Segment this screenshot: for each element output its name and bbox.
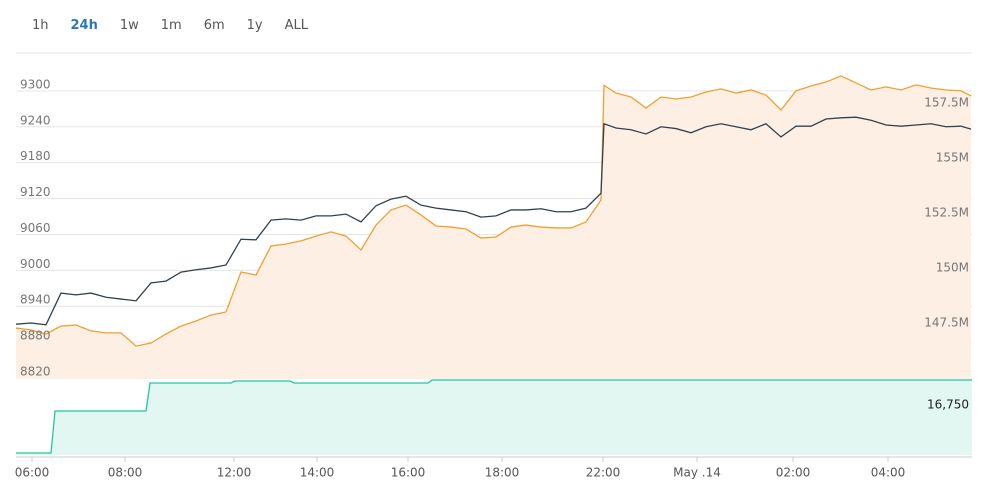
range-button[interactable]: 1h	[32, 18, 49, 33]
y-tick-label: 8940	[20, 293, 51, 307]
x-tick-label: 18:00	[485, 466, 520, 480]
x-tick-label: 08:00	[108, 466, 143, 480]
x-tick-label: May .14	[673, 466, 721, 480]
y2-tick-label: 155M	[936, 150, 969, 164]
x-tick-label: 22:00	[586, 466, 621, 480]
y2-tick-label: 150M	[936, 260, 969, 274]
y-tick-label: 9300	[20, 77, 51, 91]
range-button[interactable]: 1w	[119, 18, 139, 33]
y-tick-label: 9180	[20, 149, 51, 163]
x-tick-label: 06:00	[15, 466, 50, 480]
y2-tick-label: 157.5M	[924, 95, 969, 109]
range-tabs: 1h 24h 1w 1m 6m 1y ALL	[24, 16, 322, 35]
y-tick-label: 9000	[20, 257, 51, 271]
x-tick-label: 12:00	[217, 466, 252, 480]
x-tick-label: 14:00	[300, 466, 335, 480]
range-button[interactable]: 24h	[70, 18, 98, 33]
range-button[interactable]: 6m	[203, 18, 225, 33]
series-line	[15, 116, 972, 326]
x-tick-label: 16:00	[391, 466, 426, 480]
y-tick-label: 8880	[20, 329, 51, 343]
y-tick-label: 16,750	[927, 398, 969, 412]
y2-tick-label: 152.5M	[924, 205, 969, 219]
series-line	[16, 379, 972, 454]
y-tick-label: 9240	[20, 113, 51, 127]
area-fill	[16, 75, 971, 378]
area-fill	[16, 380, 972, 455]
series-line	[15, 75, 972, 347]
y-tick-label: 8820	[20, 365, 51, 379]
x-tick-label: 02:00	[776, 466, 811, 480]
range-button[interactable]: 1y	[246, 18, 263, 33]
y2-tick-label: 147.5M	[924, 315, 969, 329]
range-button[interactable]: 1m	[160, 18, 182, 33]
y-tick-label: 9060	[20, 221, 51, 235]
y-tick-label: 9120	[20, 185, 51, 199]
x-tick-label: 04:00	[871, 466, 906, 480]
range-button[interactable]: ALL	[284, 18, 309, 33]
